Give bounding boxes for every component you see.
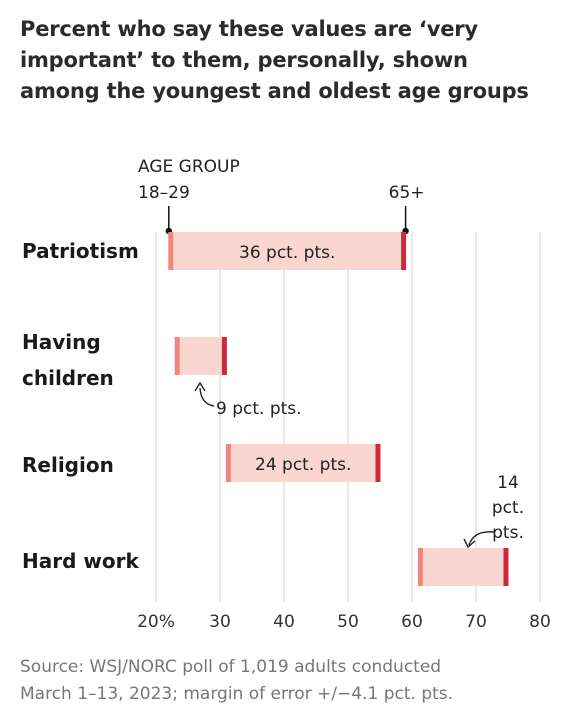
row-having-children: Having children [22,330,227,390]
young-marker [225,444,231,482]
young-marker [168,232,174,270]
gap-callout-arrowhead [194,381,206,392]
category-label: Religion [22,453,114,477]
row-hard-work: Hard work [22,548,509,586]
legend-young-label: 18–29 [138,183,190,203]
old-marker [503,548,509,586]
title-line-3: among the youngest and oldest age groups [20,79,529,103]
gap-label: 9 pct. pts. [216,399,302,419]
x-tick-label: 50 [337,612,359,632]
gap-band [175,337,227,375]
gap-callout-arrowhead [463,538,476,549]
title-line-1: Percent who say these values are ‘very [20,17,478,41]
title-line-2: important’ to them, personally, shown [20,48,468,72]
x-tick-label: 60 [401,612,423,632]
young-marker [417,548,423,586]
row-patriotism: Patriotism [22,232,407,270]
gap-callout-arrow [199,387,215,407]
gap-band [168,232,406,270]
source-note: Source: WSJ/NORC poll of 1,019 adults co… [20,654,570,708]
category-label: children [22,366,114,390]
category-label: Patriotism [22,239,139,263]
x-axis: 20% 30 40 50 60 70 80 [137,612,551,632]
gap-label: pts. [492,523,524,543]
old-marker [221,337,227,375]
gap-label: 24 pct. pts. [255,455,351,475]
x-tick-label: 80 [529,612,551,632]
old-marker [375,444,381,482]
gap-label: pct. [492,498,524,518]
legend-old-label: 65+ [389,183,425,203]
gap-band [418,548,508,586]
row-religion: Religion [22,444,381,482]
gap-label: 14 [497,473,519,493]
source-line-1: Source: WSJ/NORC poll of 1,019 adults co… [20,657,442,677]
young-marker [174,337,180,375]
chart-rows: Patriotism Having children Religion Hard wor… [22,232,524,586]
gridlines [155,232,541,602]
category-label: Having [22,330,101,354]
chart-title: Percent who say these values are ‘very i… [20,14,565,107]
x-tick-label: 40 [273,612,295,632]
category-label: Hard work [22,549,139,573]
gap-callout-arrow [468,531,495,546]
x-tick-label: 70 [465,612,487,632]
legend-heading: AGE GROUP [138,157,240,177]
source-line-2: March 1–13, 2023; margin of error +/−4.1… [20,684,454,704]
age-group-legend: AGE GROUP 18–29 65+ [138,157,425,235]
gap-label: 36 pct. pts. [239,243,335,263]
x-tick-label: 20% [137,612,175,632]
old-marker [401,232,407,270]
x-tick-label: 30 [209,612,231,632]
gap-band [226,444,380,482]
